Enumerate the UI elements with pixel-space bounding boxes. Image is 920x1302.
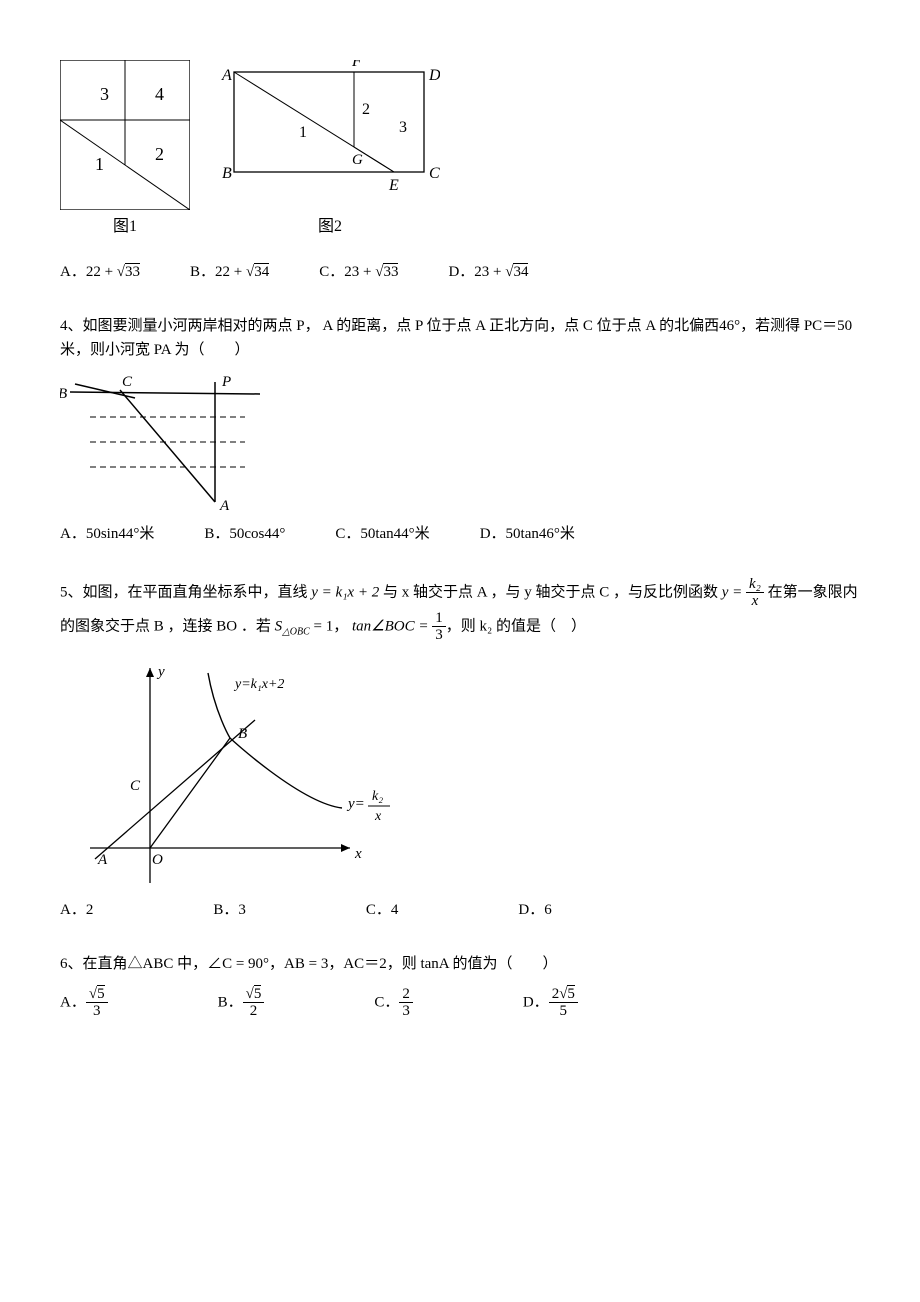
- q6-text: 6、在直角△ABC 中，∠C = 90°，AB = 3，AC＝2，则 tanA …: [60, 952, 860, 976]
- q3-opt-b[interactable]: B．22 + √34: [190, 260, 269, 284]
- svg-text:2: 2: [155, 144, 164, 164]
- q4-figure: B C P A: [60, 372, 280, 512]
- q4-opt-d[interactable]: D．50tan46°米: [480, 522, 575, 546]
- q5-pre: 5、如图，在平面直角坐标系中，直线: [60, 584, 311, 600]
- svg-text:B: B: [222, 165, 232, 182]
- q6-opt-d[interactable]: D．2√55: [523, 986, 578, 1020]
- svg-text:3: 3: [399, 119, 407, 136]
- figure-1-caption: 图1: [60, 214, 190, 240]
- svg-text:1: 1: [95, 154, 104, 174]
- svg-text:O: O: [152, 852, 163, 868]
- q6-opt-c[interactable]: C．23: [374, 986, 413, 1020]
- q6-options: A．√53 B．√52 C．23 D．2√55: [60, 986, 860, 1020]
- q5-options: A．2 B．3 C．4 D．6: [60, 898, 860, 922]
- svg-text:E: E: [388, 177, 399, 194]
- svg-text:B: B: [60, 386, 67, 402]
- svg-text:2: 2: [362, 101, 370, 118]
- q5-opt-b[interactable]: B．3: [213, 898, 246, 922]
- svg-text:y: y: [156, 664, 165, 680]
- svg-text:y=: y=: [346, 796, 365, 812]
- q4-text: 4、如图要测量小河两岸相对的两点 P， A 的距离，点 P 位于点 A 正北方向…: [60, 314, 860, 362]
- q4-opt-b[interactable]: B．50cos44°: [204, 522, 285, 546]
- svg-text:x: x: [374, 809, 382, 824]
- figure-1-block: 3 4 1 2 图1: [60, 60, 190, 240]
- svg-text:F: F: [351, 60, 362, 70]
- figure-2-caption: 图2: [220, 214, 440, 240]
- figures-row: 3 4 1 2 图1 A F D B E C G 1 2 3 图2: [60, 60, 860, 240]
- q5-opt-a[interactable]: A．2: [60, 898, 93, 922]
- svg-text:1: 1: [299, 124, 307, 141]
- svg-text:x: x: [354, 846, 362, 862]
- svg-text:A: A: [97, 852, 108, 868]
- svg-text:A: A: [219, 498, 230, 512]
- q4-opt-c[interactable]: C．50tan44°米: [335, 522, 429, 546]
- q3-opt-a[interactable]: A．22 + √33: [60, 260, 140, 284]
- svg-text:B: B: [238, 726, 247, 742]
- q5-frac: k₂x: [746, 576, 764, 610]
- q5-lineeq: y = k₁x + 2: [311, 584, 379, 600]
- svg-text:C: C: [122, 374, 133, 390]
- q5-opt-c[interactable]: C．4: [366, 898, 399, 922]
- q5-fracpre: y =: [722, 584, 746, 600]
- q5-text: 5、如图，在平面直角坐标系中，直线 y = k₁x + 2 与 x 轴交于点 A…: [60, 576, 860, 644]
- q6-opt-b[interactable]: B．√52: [218, 986, 265, 1020]
- svg-text:k₂: k₂: [372, 789, 383, 804]
- q5-tanfrac: 13: [432, 610, 446, 644]
- figure-1: 3 4 1 2: [60, 60, 190, 210]
- q3-opt-d[interactable]: D．23 + √34: [448, 260, 528, 284]
- q5-opt-d[interactable]: D．6: [518, 898, 551, 922]
- svg-text:C: C: [130, 778, 141, 794]
- svg-text:C: C: [429, 165, 440, 182]
- q4-options: A．50sin44°米 B．50cos44° C．50tan44°米 D．50t…: [60, 522, 860, 546]
- q3-options: A．22 + √33 B．22 + √34 C．23 + √33 D．23 + …: [60, 260, 860, 284]
- svg-text:G: G: [352, 152, 363, 168]
- q5-mid1: 与 x 轴交于点 A ，与 y 轴交于点 C ，与反比例函数: [379, 584, 722, 600]
- svg-text:P: P: [221, 374, 231, 390]
- svg-text:4: 4: [155, 84, 164, 104]
- q3-opt-c[interactable]: C．23 + √33: [319, 260, 398, 284]
- q4-opt-a[interactable]: A．50sin44°米: [60, 522, 154, 546]
- svg-text:A: A: [221, 67, 232, 84]
- q6-opt-a[interactable]: A．√53: [60, 986, 108, 1020]
- svg-text:y=k₁x+2: y=k₁x+2: [233, 677, 284, 692]
- figure-2-block: A F D B E C G 1 2 3 图2: [220, 60, 440, 240]
- figure-2: A F D B E C G 1 2 3: [220, 60, 440, 210]
- svg-text:D: D: [428, 67, 440, 84]
- q5-figure: y=k₁x+2 y= k₂ x y x O A C B: [80, 658, 410, 888]
- svg-text:3: 3: [100, 84, 109, 104]
